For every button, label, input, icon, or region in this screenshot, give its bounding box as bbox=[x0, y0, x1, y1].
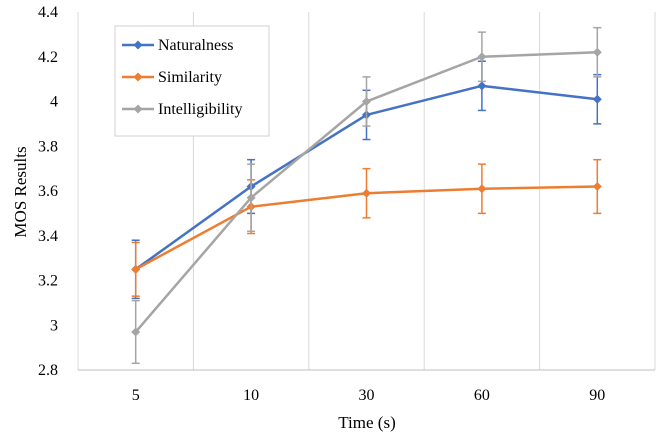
y-tick-label: 4 bbox=[50, 94, 58, 111]
series-similarity bbox=[131, 158, 602, 297]
y-tick-label: 4.2 bbox=[38, 49, 58, 66]
y-tick-label: 3 bbox=[50, 317, 58, 334]
data-point bbox=[131, 327, 141, 337]
legend-label: Intelligibility bbox=[158, 101, 242, 118]
data-point bbox=[477, 184, 487, 194]
y-tick-label: 2.8 bbox=[38, 362, 58, 379]
x-tick-label: 30 bbox=[359, 387, 375, 404]
data-point bbox=[246, 193, 256, 203]
data-point bbox=[362, 97, 371, 106]
data-point bbox=[131, 264, 141, 274]
x-tick-label: 10 bbox=[243, 387, 259, 404]
series-intelligibility bbox=[131, 26, 602, 365]
x-tick-label: 90 bbox=[589, 387, 605, 404]
y-tick-label: 3.4 bbox=[38, 228, 58, 245]
legend-label: Similarity bbox=[158, 69, 222, 86]
data-point bbox=[362, 188, 371, 198]
y-tick-label: 3.8 bbox=[38, 138, 58, 155]
legend-item: Intelligibility bbox=[122, 101, 242, 118]
data-point bbox=[477, 52, 487, 62]
legend-items: Naturalness Similarity Intelligibility bbox=[122, 37, 242, 118]
legend-marker bbox=[133, 40, 143, 50]
legend-marker bbox=[133, 104, 143, 114]
y-axis-title: MOS Results bbox=[11, 146, 30, 237]
series-group bbox=[131, 26, 602, 365]
data-point bbox=[592, 182, 602, 192]
tick-labels: 2.8 3 3.2 3.4 3.6 3.8 4 4.2 4.4 5 10 30 60 90 bbox=[38, 4, 605, 404]
legend-item: Similarity bbox=[122, 69, 222, 86]
data-point bbox=[477, 81, 487, 91]
x-axis-title: Time (s) bbox=[338, 413, 395, 432]
legend: Naturalness Similarity Intelligibility bbox=[114, 25, 270, 137]
data-point bbox=[592, 47, 602, 57]
legend-marker bbox=[133, 72, 143, 82]
legend-label: Naturalness bbox=[158, 37, 234, 54]
y-tick-label: 3.2 bbox=[38, 273, 58, 290]
x-tick-label: 5 bbox=[132, 387, 140, 404]
y-tick-label: 4.4 bbox=[38, 4, 58, 21]
data-point bbox=[592, 94, 602, 104]
y-tick-label: 3.6 bbox=[38, 183, 58, 200]
x-tick-label: 60 bbox=[474, 387, 490, 404]
legend-item: Naturalness bbox=[122, 37, 234, 54]
